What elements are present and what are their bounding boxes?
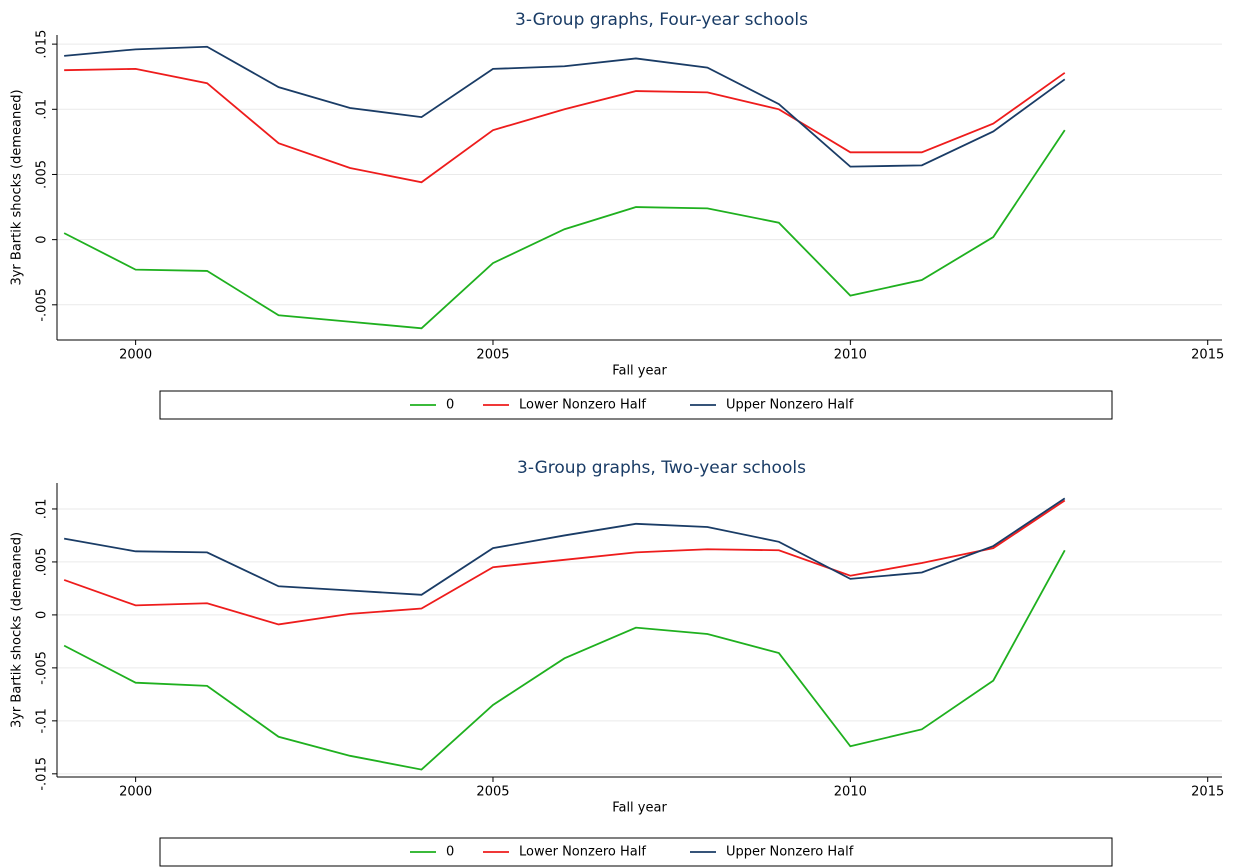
x-axis-label: Fall year <box>612 801 667 816</box>
y-tick-label: 0 <box>35 235 50 243</box>
chart-title: 3-Group graphs, Four-year schools <box>515 10 808 30</box>
x-tick-label: 2010 <box>834 785 867 800</box>
x-tick-label: 2015 <box>1191 348 1224 363</box>
y-tick-label: 0 <box>35 611 50 619</box>
series-line <box>63 497 1066 596</box>
legend-label: 0 <box>446 845 454 860</box>
x-tick-label: 2015 <box>1191 785 1224 800</box>
y-tick-label: .01 <box>35 99 50 120</box>
y-axis-label: 3yr Bartik shocks (demeaned) <box>10 532 25 728</box>
y-tick-label: .005 <box>35 160 50 189</box>
x-tick-label: 2000 <box>119 348 152 363</box>
y-tick-label: -.015 <box>35 757 50 791</box>
chart-title: 3-Group graphs, Two-year schools <box>517 458 806 478</box>
series-line <box>63 129 1066 330</box>
series-line <box>64 45 1066 168</box>
x-tick-label: 2010 <box>834 348 867 363</box>
y-tick-label: .01 <box>35 499 50 520</box>
legend-label: Lower Nonzero Half <box>519 845 646 860</box>
y-tick-label: .015 <box>35 30 50 59</box>
y-axis-label: 3yr Bartik shocks (demeaned) <box>10 89 25 285</box>
series-line <box>63 549 1066 771</box>
series-line <box>63 499 1066 626</box>
x-axis-label: Fall year <box>612 364 667 379</box>
x-tick-label: 2005 <box>476 348 509 363</box>
legend-label: Upper Nonzero Half <box>726 845 854 860</box>
legend-box <box>159 837 1113 867</box>
legend-label: Upper Nonzero Half <box>726 398 854 413</box>
legend-label: 0 <box>446 398 454 413</box>
y-tick-label: .005 <box>35 547 50 576</box>
legend-label: Lower Nonzero Half <box>519 398 646 413</box>
legend-box <box>159 390 1113 420</box>
series-line <box>64 67 1066 184</box>
y-tick-label: -.005 <box>35 288 50 322</box>
y-tick-label: -.01 <box>35 708 50 733</box>
y-tick-label: -.005 <box>35 651 50 685</box>
x-tick-label: 2000 <box>119 785 152 800</box>
x-tick-label: 2005 <box>476 785 509 800</box>
